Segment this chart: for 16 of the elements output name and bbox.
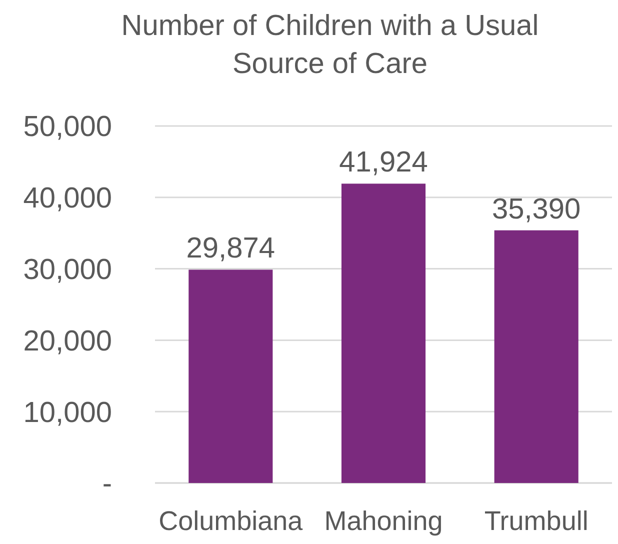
data-label: 29,874	[186, 232, 276, 265]
x-tick-label: Mahoning	[324, 506, 443, 536]
bar	[341, 184, 426, 483]
y-tick-label: 10,000	[23, 396, 112, 429]
x-tick-label: Trumbull	[484, 506, 588, 536]
y-tick-label: -	[102, 468, 112, 500]
y-tick-label: 20,000	[23, 325, 112, 358]
bar	[494, 230, 578, 483]
x-tick-label: Columbiana	[158, 506, 304, 536]
y-tick-label: 30,000	[23, 254, 112, 286]
bar	[188, 270, 273, 483]
data-label: 41,924	[339, 146, 428, 179]
y-tick-label: 40,000	[23, 182, 112, 215]
chart-title: Number of Children with a Usual Source of Care	[121, 10, 539, 80]
y-tick-label: 50,000	[23, 111, 112, 144]
data-label: 35,390	[492, 193, 581, 226]
